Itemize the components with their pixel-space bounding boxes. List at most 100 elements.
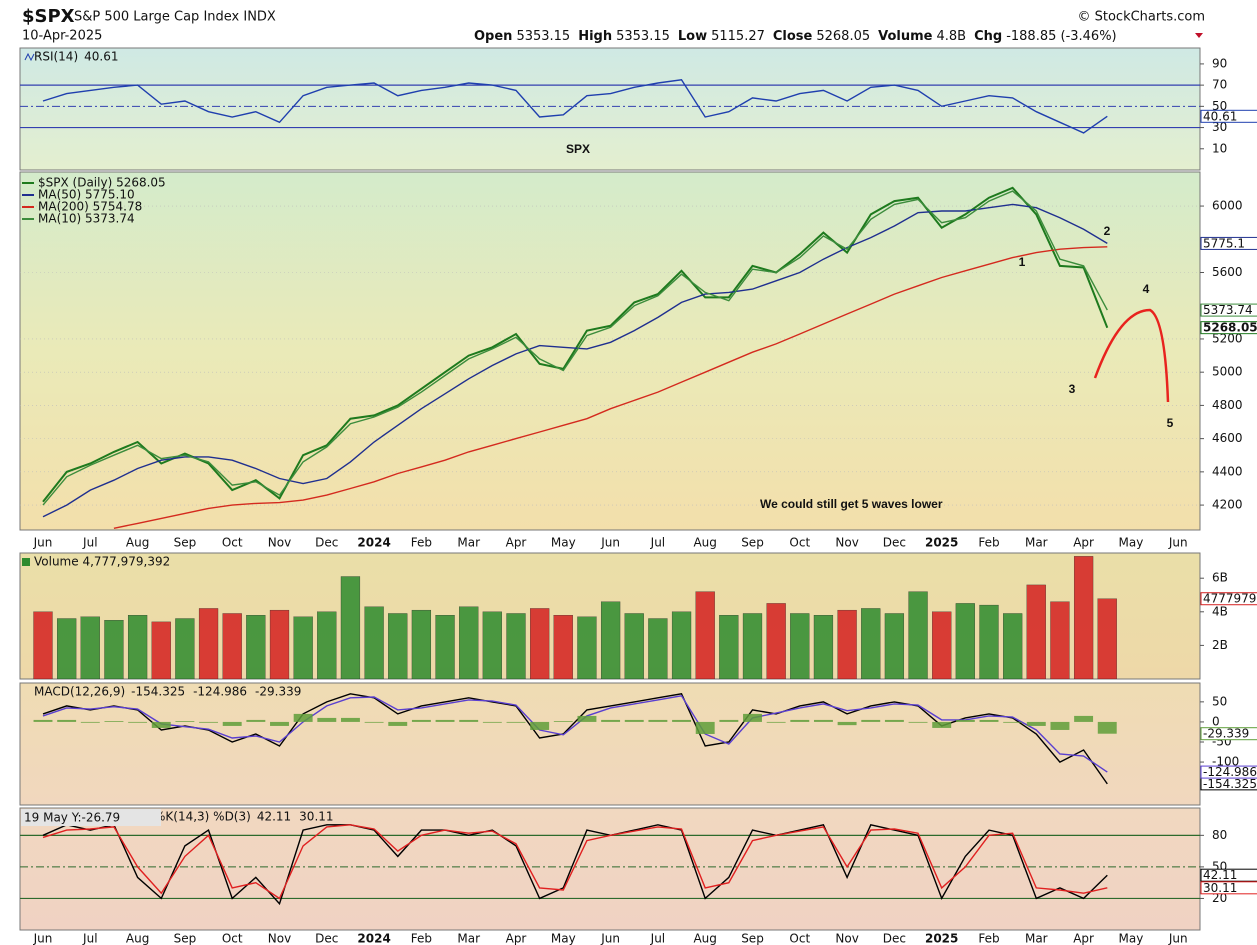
quote-label: Chg [974,29,1002,44]
bar [482,721,502,723]
panel-background [19,682,1201,806]
bar [57,618,77,679]
x-tick-label: Feb [978,536,999,550]
tooltip: 19 May Y:-26.79 [24,811,120,825]
y-tick-label: 4600 [1212,431,1243,445]
x-tick-label: May [551,536,576,550]
bar [884,719,904,722]
bar [695,721,715,734]
bar [601,719,621,722]
bar [1074,715,1094,722]
annotation: SPX [566,142,590,156]
bar [955,603,975,679]
quote-label: Open [474,29,512,44]
x-tick-label: 2025 [925,932,958,945]
bar [695,591,715,679]
x-tick-label: 2024 [357,932,390,945]
bar [837,721,857,726]
panel-label: %K(14,3) %D(3) [154,810,251,824]
series-line [42,823,1108,906]
bar [861,719,881,722]
bar [908,721,928,723]
quote-value: 5268.05 [816,29,870,44]
plot-area [20,79,1200,134]
bar [340,717,360,722]
panel-label: Volume 4,777,979,392 [34,555,170,569]
series-line [42,824,1108,900]
bar [1097,598,1117,679]
bar [624,719,644,722]
bar [222,613,242,679]
x-tick-label: Mar [457,536,480,550]
legend-label: MA(200) 5754.78 [38,200,142,214]
bar [648,618,668,679]
bar [293,713,313,722]
legend-value: -154.325 [131,685,185,699]
bar [1003,613,1023,679]
bar [577,715,597,722]
bar [932,721,952,728]
bar [246,615,266,679]
bar [979,604,999,679]
x-tick-label: May [1118,932,1143,945]
quote-label: High [578,29,612,44]
y-tick-label: 4800 [1212,398,1243,412]
x-tick-label: Dec [883,932,906,945]
bar [317,717,337,722]
x-tick-label: Sep [174,536,197,550]
x-tick-label: Jun [1168,536,1188,550]
x-tick-label: Jul [82,932,97,945]
x-tick-label: 2025 [925,536,958,550]
panel-label: RSI(14) [34,50,78,64]
bar [553,615,573,679]
x-tick-label: Jul [650,932,665,945]
panel-background [19,807,1201,931]
annotation: 4 [1143,282,1150,296]
series-line [42,695,1108,773]
bar [766,721,786,723]
y-tick-label: 4200 [1212,498,1243,512]
bar [246,719,266,722]
plot-area [33,556,1117,679]
source: © StockCharts.com [1077,10,1205,25]
x-tick-label: Aug [693,536,716,550]
bar [766,603,786,679]
series-line [42,693,1108,785]
x-tick-label: Apr [506,536,527,550]
x-tick-label: Dec [315,536,338,550]
bar [199,721,219,723]
value-tag-label: -154.325 [1203,777,1257,791]
value-tag-label: 40.61 [1203,109,1237,123]
bar [1026,584,1046,679]
x-tick-label: Sep [741,932,764,945]
bar [127,615,148,679]
bar [80,616,100,679]
x-tick-label: Aug [126,536,149,550]
x-tick-label: Feb [978,932,999,945]
y-tick-label: 20 [1212,891,1227,905]
bar [813,615,834,679]
bar [648,719,668,722]
value-tag [1200,765,1257,779]
x-tick-label: Sep [174,932,197,945]
y-tick-label: 0 [1212,714,1220,728]
legend-label: $SPX (Daily) 5268.05 [38,176,166,190]
x-tick-label: Oct [789,932,810,945]
bar [482,611,502,679]
bar [1050,721,1070,730]
bar [411,609,432,679]
x-tick-label: Nov [268,536,291,550]
bar [790,719,810,722]
value-tag-label: 4777979392 [1203,592,1257,606]
bar [837,609,857,679]
x-tick-label: Apr [506,932,527,945]
bar [979,719,999,722]
plot-area [20,823,1200,906]
panel-background [19,171,1201,531]
bar [435,615,455,679]
value-tag-label: 5775.1 [1203,236,1245,250]
x-tick-label: May [1118,536,1143,550]
y-tick-label: 30 [1212,120,1227,134]
annotation: We could still get 5 waves lower [760,497,943,511]
value-tag [1200,592,1257,606]
